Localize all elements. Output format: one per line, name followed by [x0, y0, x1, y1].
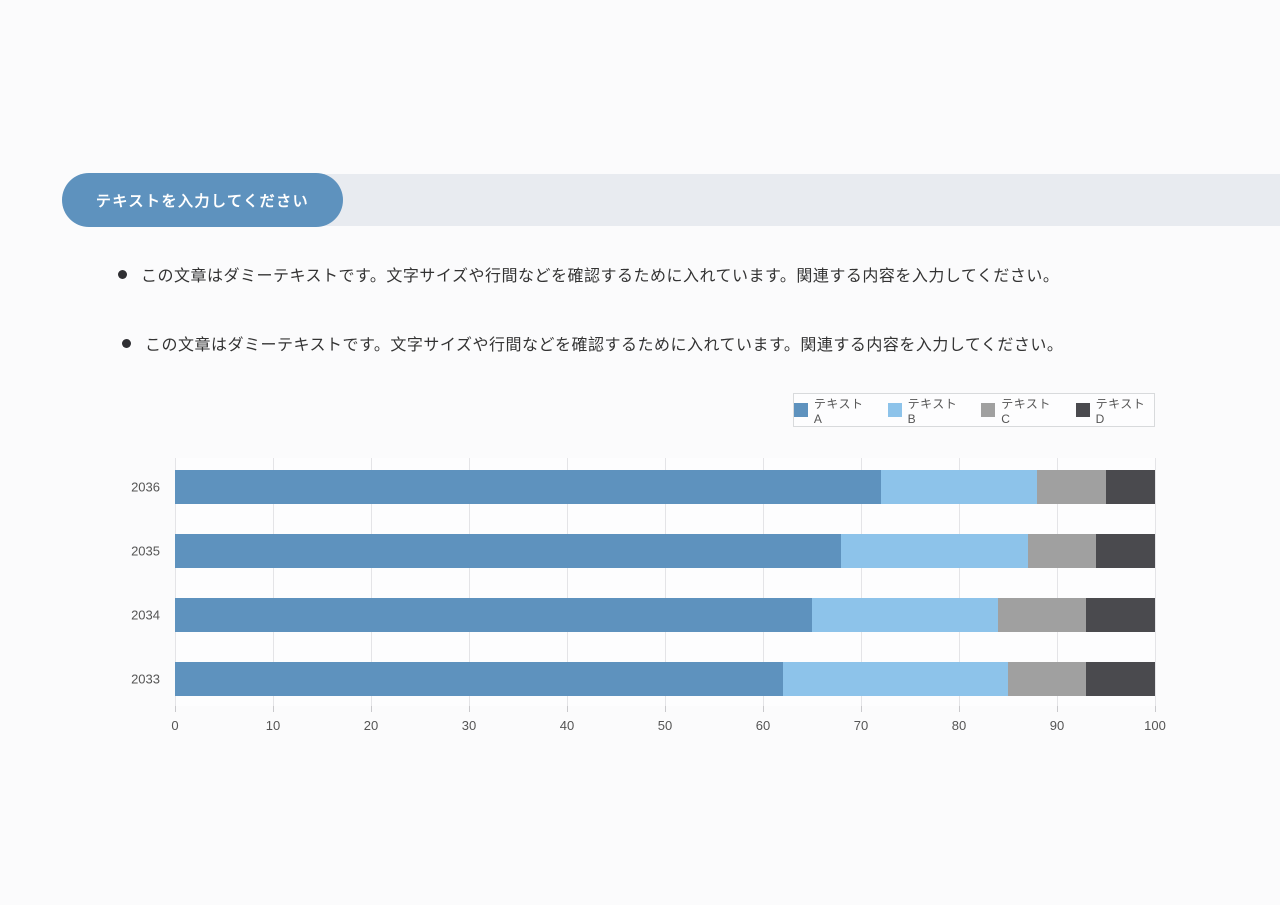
gridline: [1056, 458, 1058, 706]
gridline: [174, 458, 176, 706]
bar-segment-2034-series1: [812, 598, 999, 632]
bullet-icon: [118, 269, 127, 279]
x-axis-tick: [272, 706, 274, 712]
bar-segment-2036-series0: [175, 470, 881, 504]
bar-segment-2033-series0: [175, 662, 783, 696]
bullet-item: この文章はダミーテキストです。文字サイズや行間などを確認するために入れています。…: [118, 262, 1178, 286]
bar-segment-2036-series1: [880, 470, 1038, 504]
title-placeholder-pill: テキストを入力してください: [62, 173, 343, 227]
x-axis-tick-label: 30: [461, 718, 477, 733]
legend-swatch-icon: [794, 403, 808, 417]
x-axis-tick-label: 40: [559, 718, 575, 733]
bar-segment-2034-series2: [998, 598, 1087, 632]
x-axis-tick: [958, 706, 960, 712]
x-axis-tick-label: 90: [1049, 718, 1065, 733]
x-axis-tick-label: 20: [363, 718, 379, 733]
x-axis-tick: [762, 706, 764, 712]
x-axis-tick: [1154, 706, 1156, 712]
legend-item-3: テキストD: [1075, 395, 1154, 426]
x-axis-tick: [174, 706, 176, 712]
gridline: [370, 458, 372, 706]
x-axis-tick-label: 50: [657, 718, 673, 733]
x-axis-tick: [1056, 706, 1058, 712]
bar-segment-2034-series0: [175, 598, 812, 632]
bullet-icon: [122, 338, 131, 348]
y-axis-label: 2034: [131, 607, 160, 623]
x-axis-tick-label: 60: [755, 718, 771, 733]
x-axis-tick-label: 100: [1144, 718, 1166, 733]
x-axis-tick-label: 70: [853, 718, 869, 733]
legend-label: テキストA: [813, 396, 864, 426]
bar-segment-2036-series3: [1106, 470, 1155, 504]
legend-swatch-icon: [1075, 403, 1090, 417]
title-band: [200, 174, 1280, 226]
gridline: [958, 458, 960, 706]
x-axis-tick: [566, 706, 568, 712]
legend-label: テキストC: [1001, 396, 1051, 426]
bar-segment-2033-series2: [1008, 662, 1087, 696]
legend-label: テキストD: [1095, 396, 1146, 426]
plot-area: 0 10 20 30 40 50 60 70 80 90 100 2036 2035 2034 2033: [131, 458, 1166, 733]
bullet-list: この文章はダミーテキストです。文字サイズや行間などを確認するために入れています。…: [118, 262, 1178, 400]
legend-item-2: テキストC: [981, 395, 1059, 426]
legend-item-1: テキストB: [887, 395, 966, 426]
y-axis-label: 2036: [131, 479, 160, 495]
bar-segment-2034-series3: [1086, 598, 1155, 632]
y-axis-label: 2035: [131, 543, 160, 559]
gridline: [860, 458, 862, 706]
x-axis-tick: [370, 706, 372, 712]
bar-segment-2035-series3: [1096, 534, 1155, 568]
x-axis-tick: [664, 706, 666, 712]
gridline: [272, 458, 274, 706]
bullet-item: この文章はダミーテキストです。文字サイズや行間などを確認するために入れています。…: [118, 331, 1178, 355]
bar-segment-2033-series1: [782, 662, 1008, 696]
gridline: [566, 458, 568, 706]
x-axis-tick-label: 10: [265, 718, 281, 733]
bar-segment-2035-series2: [1027, 534, 1097, 568]
gridline: [1154, 458, 1156, 706]
gridline: [468, 458, 470, 706]
x-axis-tick: [860, 706, 862, 712]
bar-segment-2035-series0: [175, 534, 842, 568]
legend-label: テキストB: [907, 396, 958, 426]
x-axis-tick: [468, 706, 470, 712]
y-axis-label: 2033: [131, 671, 160, 687]
x-axis-tick-label: 0: [171, 718, 179, 733]
legend-item-0: テキストA: [794, 395, 872, 426]
bar-segment-2035-series1: [841, 534, 1028, 568]
bullet-text: この文章はダミーテキストです。文字サイズや行間などを確認するために入れています。…: [141, 268, 1060, 285]
bar-segment-2033-series3: [1086, 662, 1155, 696]
bar-segment-2036-series2: [1037, 470, 1106, 504]
gridline: [762, 458, 764, 706]
bullet-text: この文章はダミーテキストです。文字サイズや行間などを確認するために入れています。…: [145, 337, 1064, 354]
gridline: [664, 458, 666, 706]
title-text: テキストを入力してください: [95, 192, 310, 210]
chart-legend: テキストA テキストB テキストC テキストD: [793, 393, 1155, 427]
x-axis-tick-label: 80: [951, 718, 967, 733]
legend-swatch-icon: [887, 403, 902, 417]
legend-swatch-icon: [981, 403, 996, 417]
